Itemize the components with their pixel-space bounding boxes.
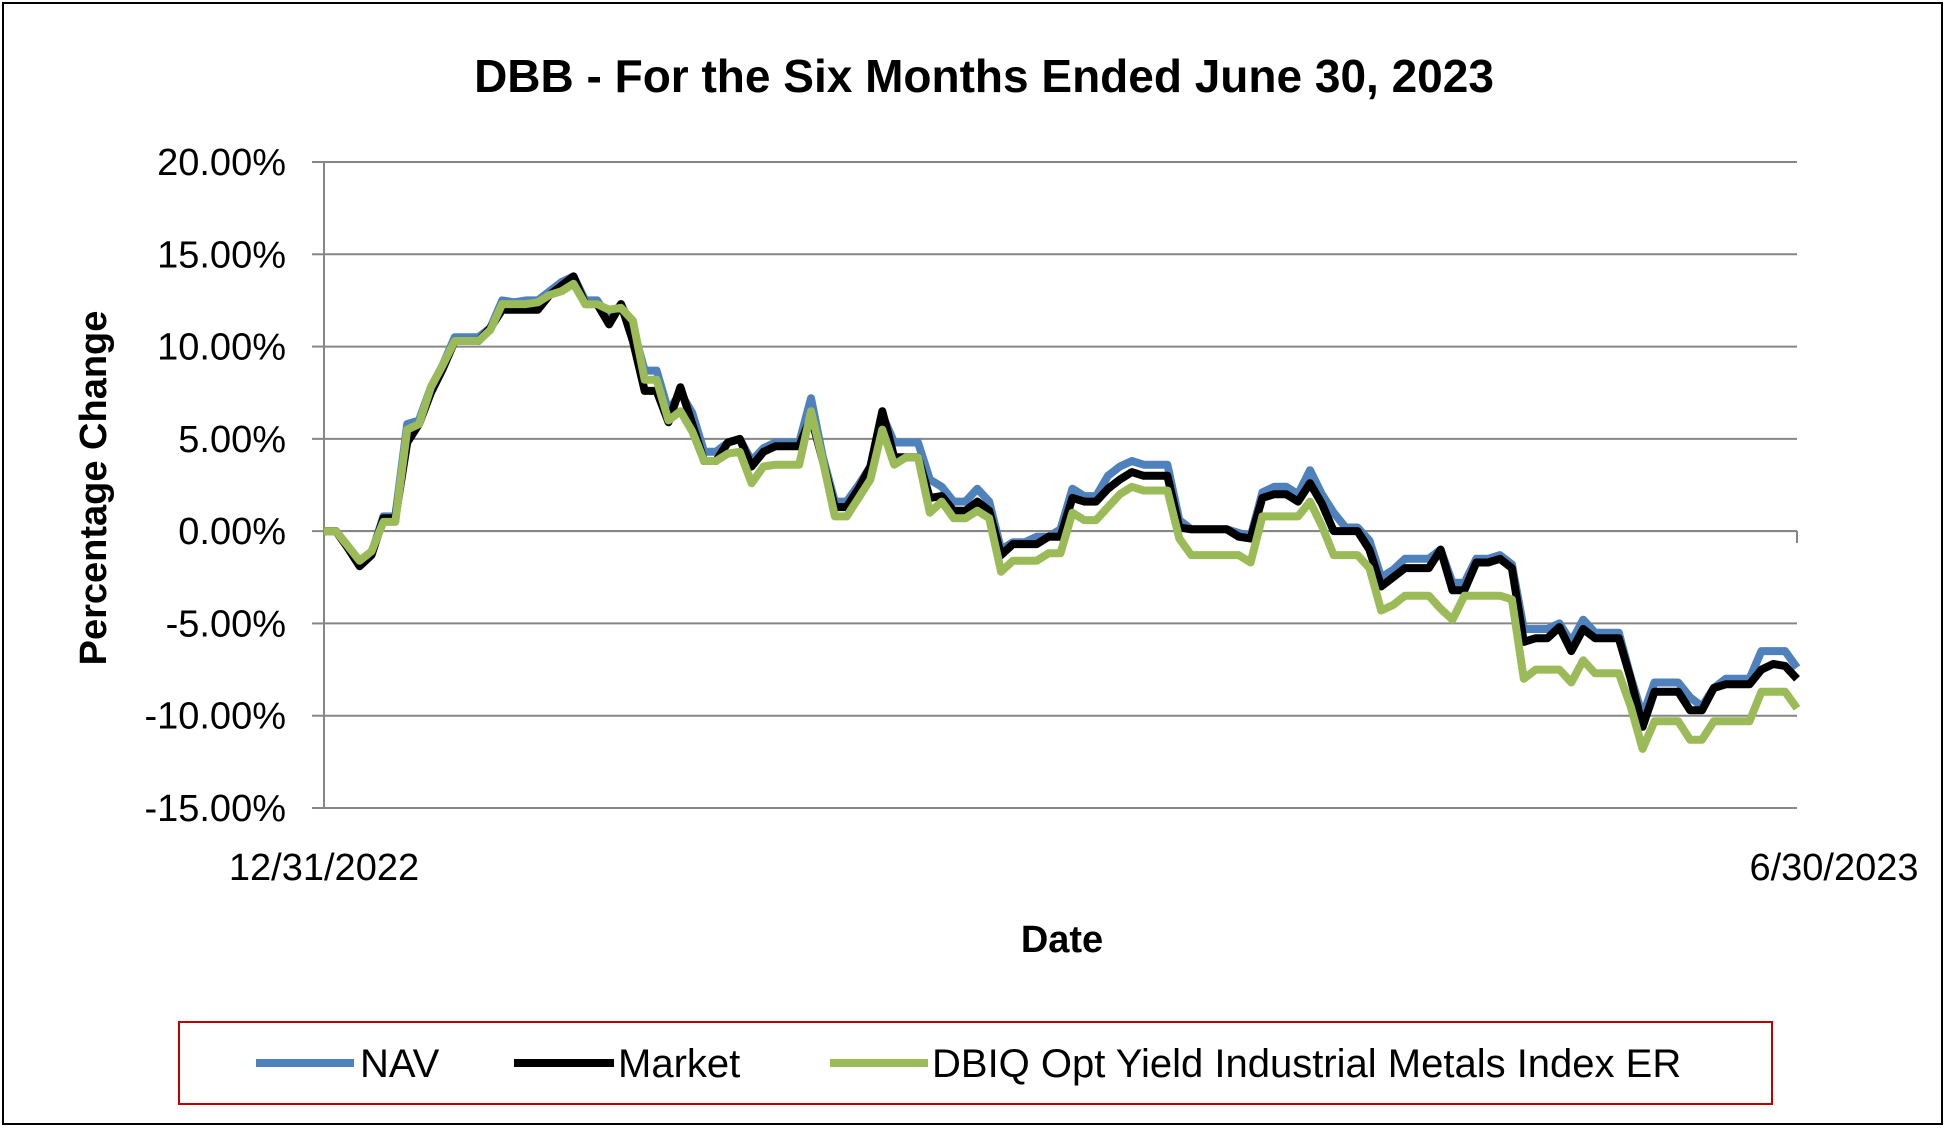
legend-label-index: DBIQ Opt Yield Industrial Metals Index E…: [932, 1042, 1681, 1086]
series-line-market: [324, 272, 1800, 731]
y-tick-label: -10.00%: [144, 696, 286, 738]
x-axis-title: Date: [1021, 919, 1103, 961]
x-tick-label-end: 6/30/2023: [1749, 847, 1918, 889]
y-axis-title: Percentage Change: [73, 311, 115, 666]
gridlines: [312, 161, 1797, 809]
y-tick-label: 10.00%: [157, 327, 286, 369]
series-line-index: [324, 279, 1801, 753]
legend: NAV Market DBIQ Opt Yield Industrial Met…: [178, 1021, 1773, 1105]
y-tick-label: 15.00%: [157, 234, 286, 276]
y-tick-label: 5.00%: [178, 419, 286, 461]
y-tick-label: 20.00%: [157, 142, 286, 184]
series-lines: [324, 272, 1801, 753]
y-tick-label: -5.00%: [166, 603, 286, 645]
legend-label-nav: NAV: [360, 1042, 440, 1086]
chart-title: DBB - For the Six Months Ended June 30, …: [474, 50, 1494, 102]
y-tick-label: -15.00%: [144, 788, 286, 830]
legend-label-market: Market: [618, 1042, 740, 1086]
y-axis-tick-labels: 20.00% 15.00% 10.00% 5.00% 0.00% -5.00% -10.00…: [144, 142, 286, 830]
line-chart: DBB - For the Six Months Ended June 30, …: [73, 50, 1919, 1105]
legend-box: [178, 1021, 1773, 1105]
x-tick-label-start: 12/31/2022: [229, 847, 419, 889]
y-tick-label: 0.00%: [178, 511, 286, 553]
